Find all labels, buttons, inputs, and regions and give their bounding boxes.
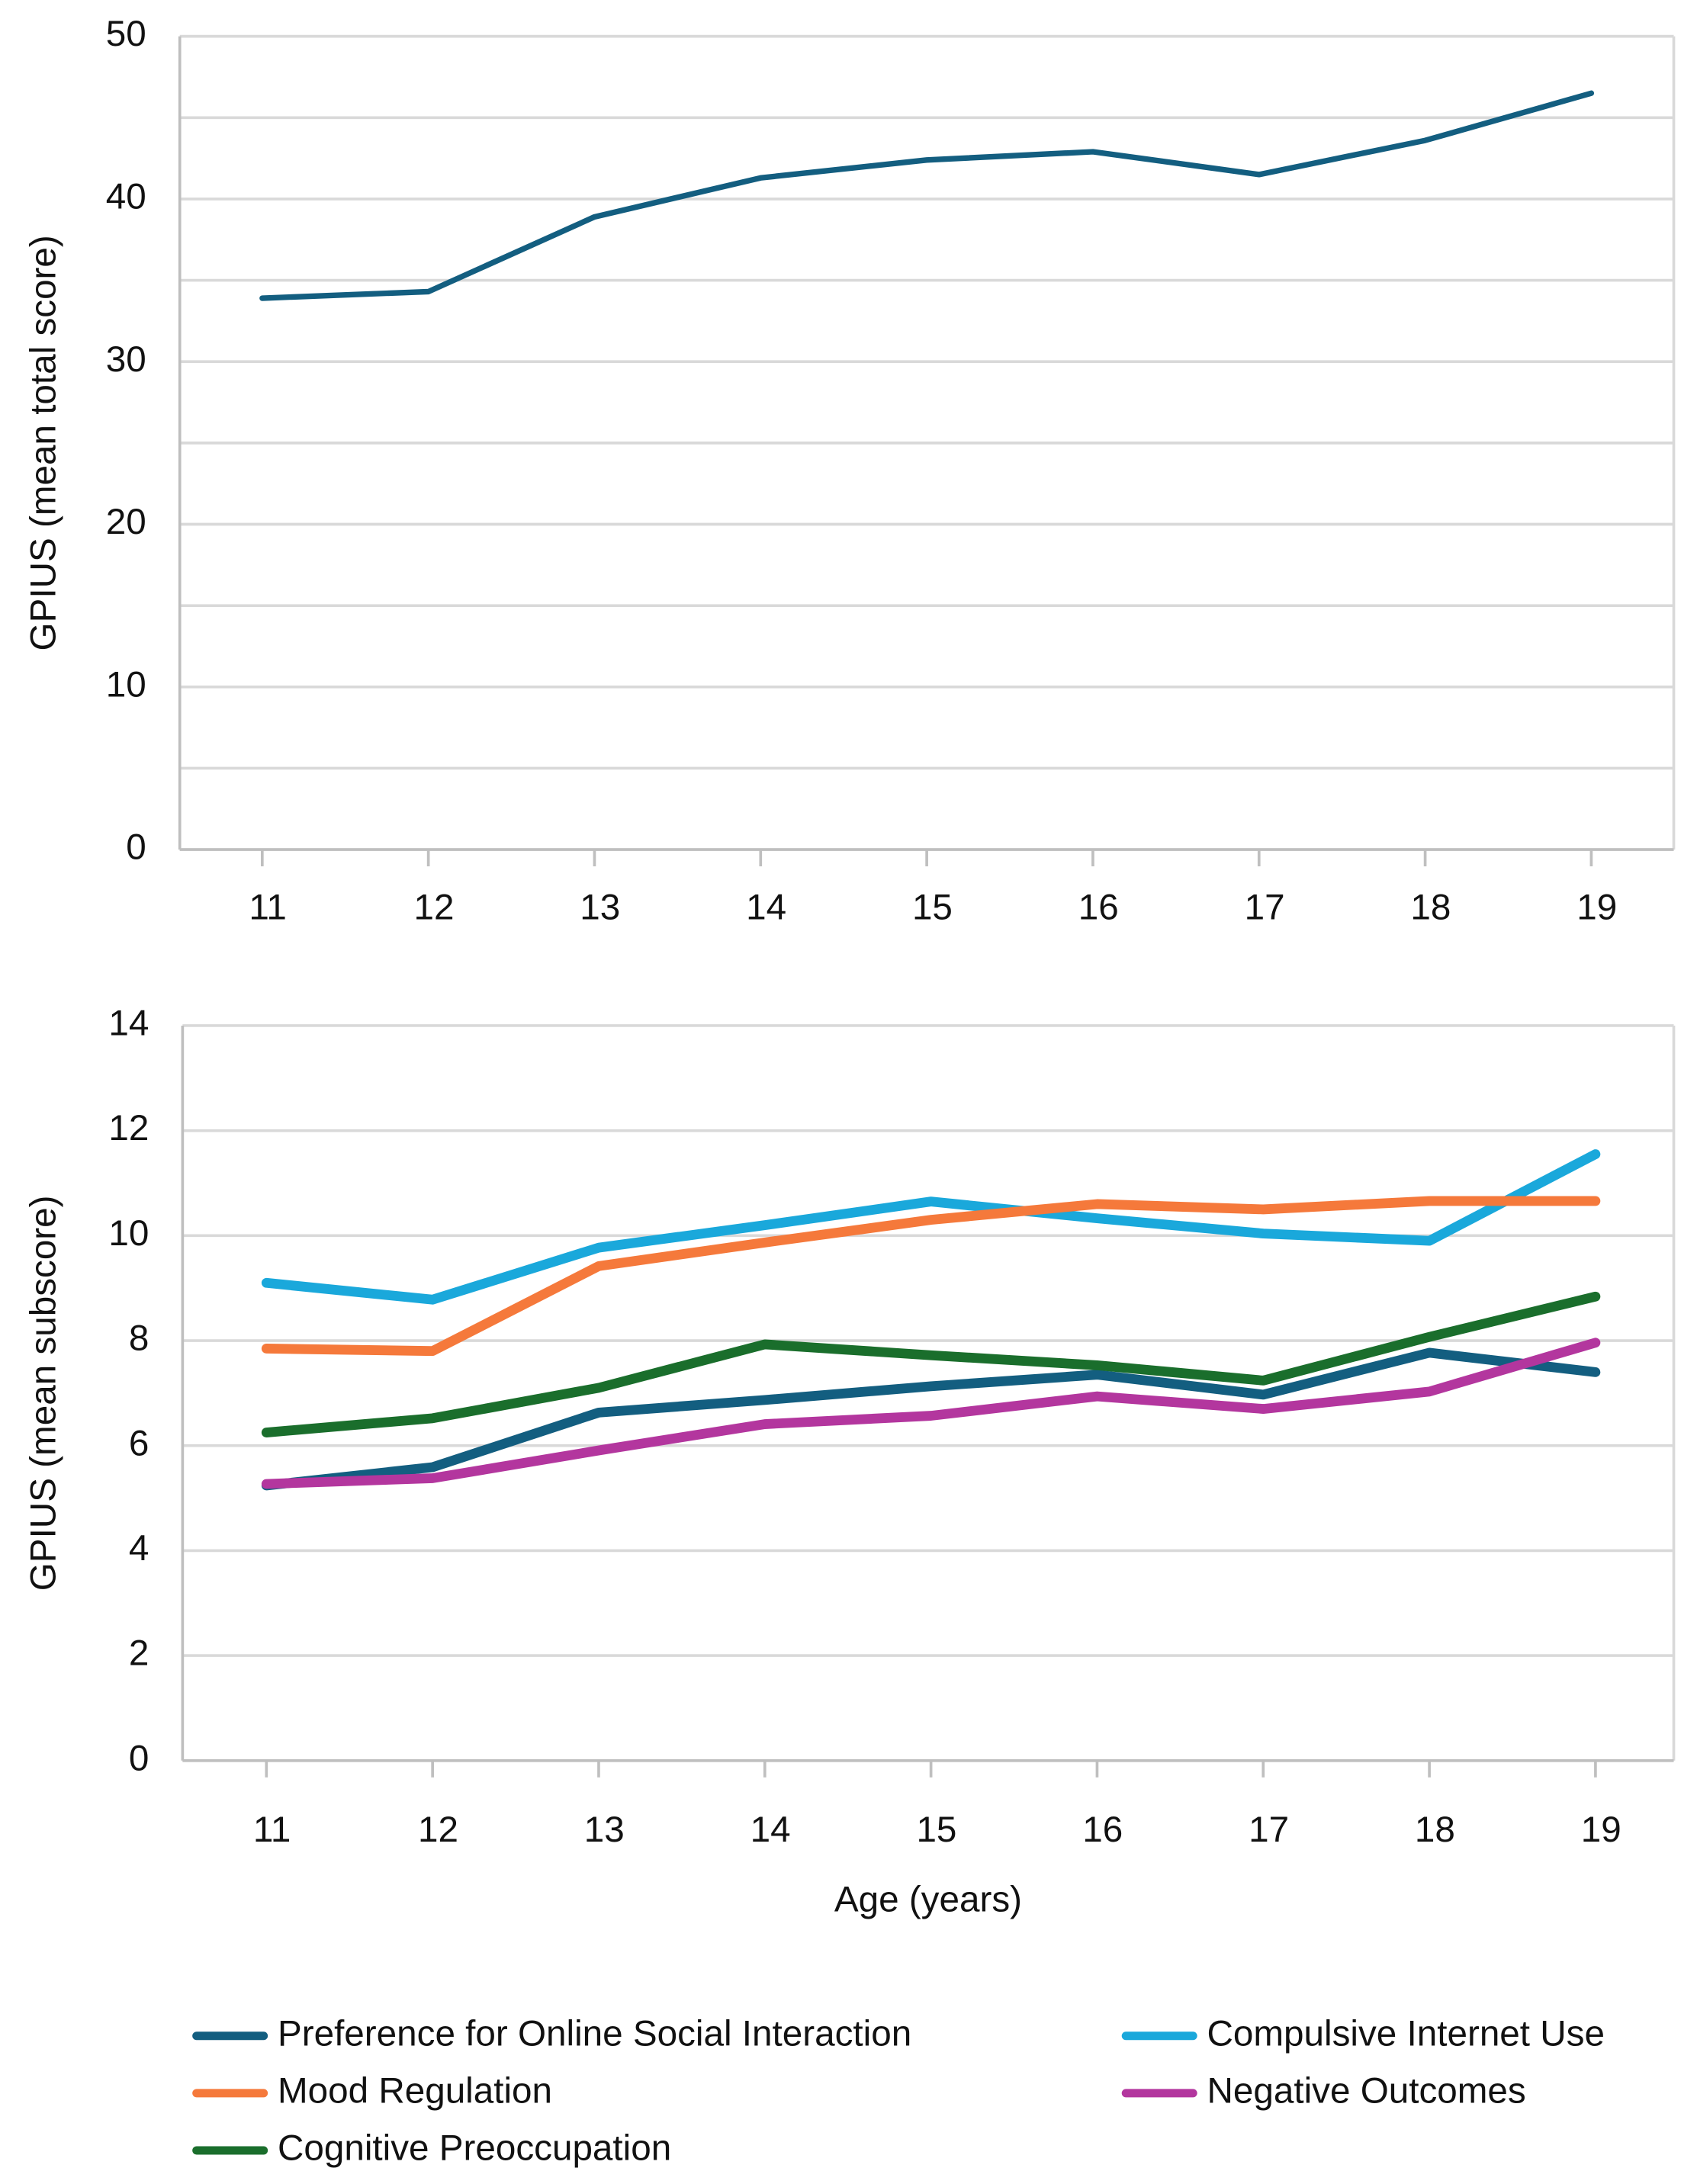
- legend-label: Cognitive Preoccupation: [278, 2128, 671, 2169]
- x-axis-label: Age (years): [834, 1879, 1022, 1919]
- y-tick-label: 14: [108, 1004, 149, 1044]
- x-tick-label: 13: [584, 1810, 625, 1850]
- series-line: [261, 1291, 1601, 1437]
- y-tick-label: 0: [126, 827, 146, 868]
- legend-label: Mood Regulation: [278, 2070, 552, 2111]
- x-tick-label: 11: [253, 1810, 291, 1850]
- series-line: [261, 1347, 1601, 1491]
- y-tick-label: 40: [106, 177, 146, 217]
- x-tick-label: 12: [413, 887, 454, 927]
- y-tick-label: 2: [129, 1633, 149, 1674]
- series-line: [259, 90, 1595, 301]
- series-line: [261, 1149, 1601, 1305]
- x-tick-label: 17: [1245, 887, 1285, 927]
- x-tick-label: 18: [1410, 887, 1451, 927]
- x-tick-label: 16: [1082, 1810, 1123, 1850]
- y-tick-label: 8: [129, 1318, 149, 1359]
- x-tick-label: 15: [912, 887, 953, 927]
- legend-label: Preference for Online Social Interaction: [278, 2013, 911, 2054]
- x-tick-label: 11: [249, 887, 286, 927]
- y-tick-label: 6: [129, 1423, 149, 1463]
- y-tick-label: 0: [129, 1738, 149, 1778]
- y-tick-label: 20: [106, 502, 146, 542]
- x-tick-label: 13: [580, 887, 620, 927]
- x-tick-label: 18: [1415, 1810, 1455, 1850]
- x-tick-label: 14: [746, 887, 786, 927]
- y-tick-label: 10: [106, 664, 146, 705]
- series-line: [261, 1338, 1601, 1489]
- y-tick-label: 50: [106, 14, 146, 54]
- y-tick-label: 12: [108, 1108, 149, 1148]
- x-tick-label: 15: [916, 1810, 956, 1850]
- legend-label: Negative Outcomes: [1207, 2070, 1526, 2111]
- x-tick-label: 17: [1249, 1810, 1289, 1850]
- series-line: [261, 1196, 1601, 1357]
- y-axis-label: GPIUS (mean total score): [23, 235, 63, 650]
- legend-label: Compulsive Internet Use: [1207, 2013, 1605, 2054]
- y-tick-label: 4: [129, 1528, 149, 1569]
- y-tick-label: 10: [108, 1213, 149, 1254]
- x-tick-label: 12: [418, 1810, 458, 1850]
- x-tick-label: 14: [750, 1810, 791, 1850]
- x-tick-label: 19: [1581, 1810, 1621, 1850]
- y-axis-label: GPIUS (mean subscore): [23, 1195, 63, 1591]
- x-tick-label: 16: [1078, 887, 1119, 927]
- x-tick-label: 19: [1576, 887, 1617, 927]
- y-tick-label: 30: [106, 339, 146, 380]
